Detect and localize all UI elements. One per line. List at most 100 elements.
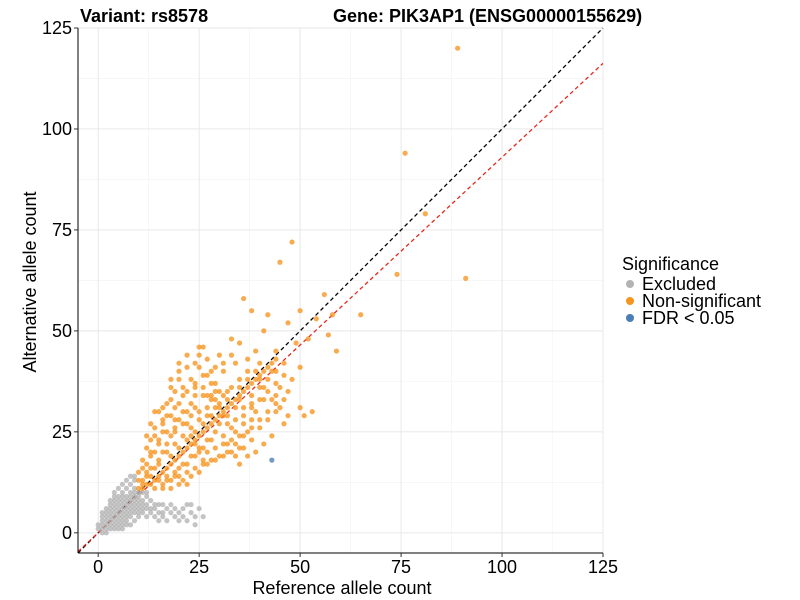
data-point [281,360,287,366]
data-point [107,501,113,508]
data-point [257,425,263,431]
y-tick-label: 100 [42,119,72,139]
data-point [172,425,178,431]
data-point [224,449,231,455]
data-point [111,526,117,532]
data-point [216,352,222,358]
chart-title-variant: Variant: rs8578 [80,6,208,26]
data-point [200,384,206,391]
data-point [176,518,182,524]
data-point [99,522,105,528]
legend-label: Excluded [642,274,716,294]
data-point [148,421,154,427]
data-point [224,405,231,411]
data-point [188,425,194,431]
data-point [184,481,190,487]
data-point [99,518,105,524]
reference-line-fitted [77,62,604,553]
data-point [168,510,174,516]
data-point [265,409,271,415]
data-point [119,514,126,520]
data-point [249,380,255,386]
data-point [176,376,182,382]
y-axis-title: Alternative allele count [20,191,40,372]
data-point [180,477,186,483]
data-point [144,481,150,487]
data-point [131,501,138,508]
data-point [131,505,138,512]
data-point [240,413,247,419]
data-point [192,514,198,520]
data-point [245,429,251,435]
data-point [208,392,214,399]
data-point [309,409,315,415]
data-point [249,400,255,407]
data-point [358,312,364,318]
data-point [245,356,251,362]
data-point [144,501,150,508]
data-point [135,510,142,516]
data-point [107,522,113,528]
data-point [212,388,218,395]
data-point [95,522,101,528]
data-point [115,497,121,504]
data-point [200,461,206,467]
data-point [176,510,182,516]
data-point [253,449,259,455]
data-point [168,384,174,391]
data-point [160,510,166,516]
data-point [232,417,239,423]
data-point [192,380,198,386]
data-point [273,380,279,386]
data-point [127,489,134,496]
data-point [107,518,113,524]
data-point [249,425,255,431]
data-point [228,336,235,342]
data-point [236,433,243,439]
data-point [232,360,239,366]
data-point [265,376,271,382]
y-tick-label: 25 [52,422,72,442]
data-point [204,356,210,362]
data-point [285,413,291,419]
data-point [220,368,226,374]
data-point [164,429,170,435]
data-point [164,449,170,455]
data-point [111,501,117,508]
data-point [184,409,190,415]
data-point [232,405,239,411]
data-point [140,477,146,483]
data-point [168,477,174,483]
data-point [192,405,198,411]
data-point [188,376,194,382]
data-point [152,477,158,483]
data-point [135,501,142,508]
data-point [180,461,186,467]
reference-line-y-x [77,27,604,554]
data-point [261,441,267,447]
data-point [220,409,226,415]
data-point [131,518,138,524]
data-point [216,388,222,395]
data-point [208,421,214,427]
data-point [172,469,178,475]
data-point [188,473,194,479]
data-point [176,453,182,459]
data-point [148,465,154,471]
series-excluded [95,473,206,536]
data-point [119,493,126,500]
data-point [148,505,154,512]
data-point [123,522,130,528]
data-point [329,312,336,318]
data-point [196,409,202,415]
data-point [135,493,142,500]
data-point [212,405,218,411]
data-point [103,514,109,520]
data-point [152,505,158,512]
data-point [325,332,331,338]
data-point [148,449,154,455]
data-point [111,489,117,496]
data-point [103,526,109,532]
data-point [172,457,178,463]
data-point [135,485,142,491]
